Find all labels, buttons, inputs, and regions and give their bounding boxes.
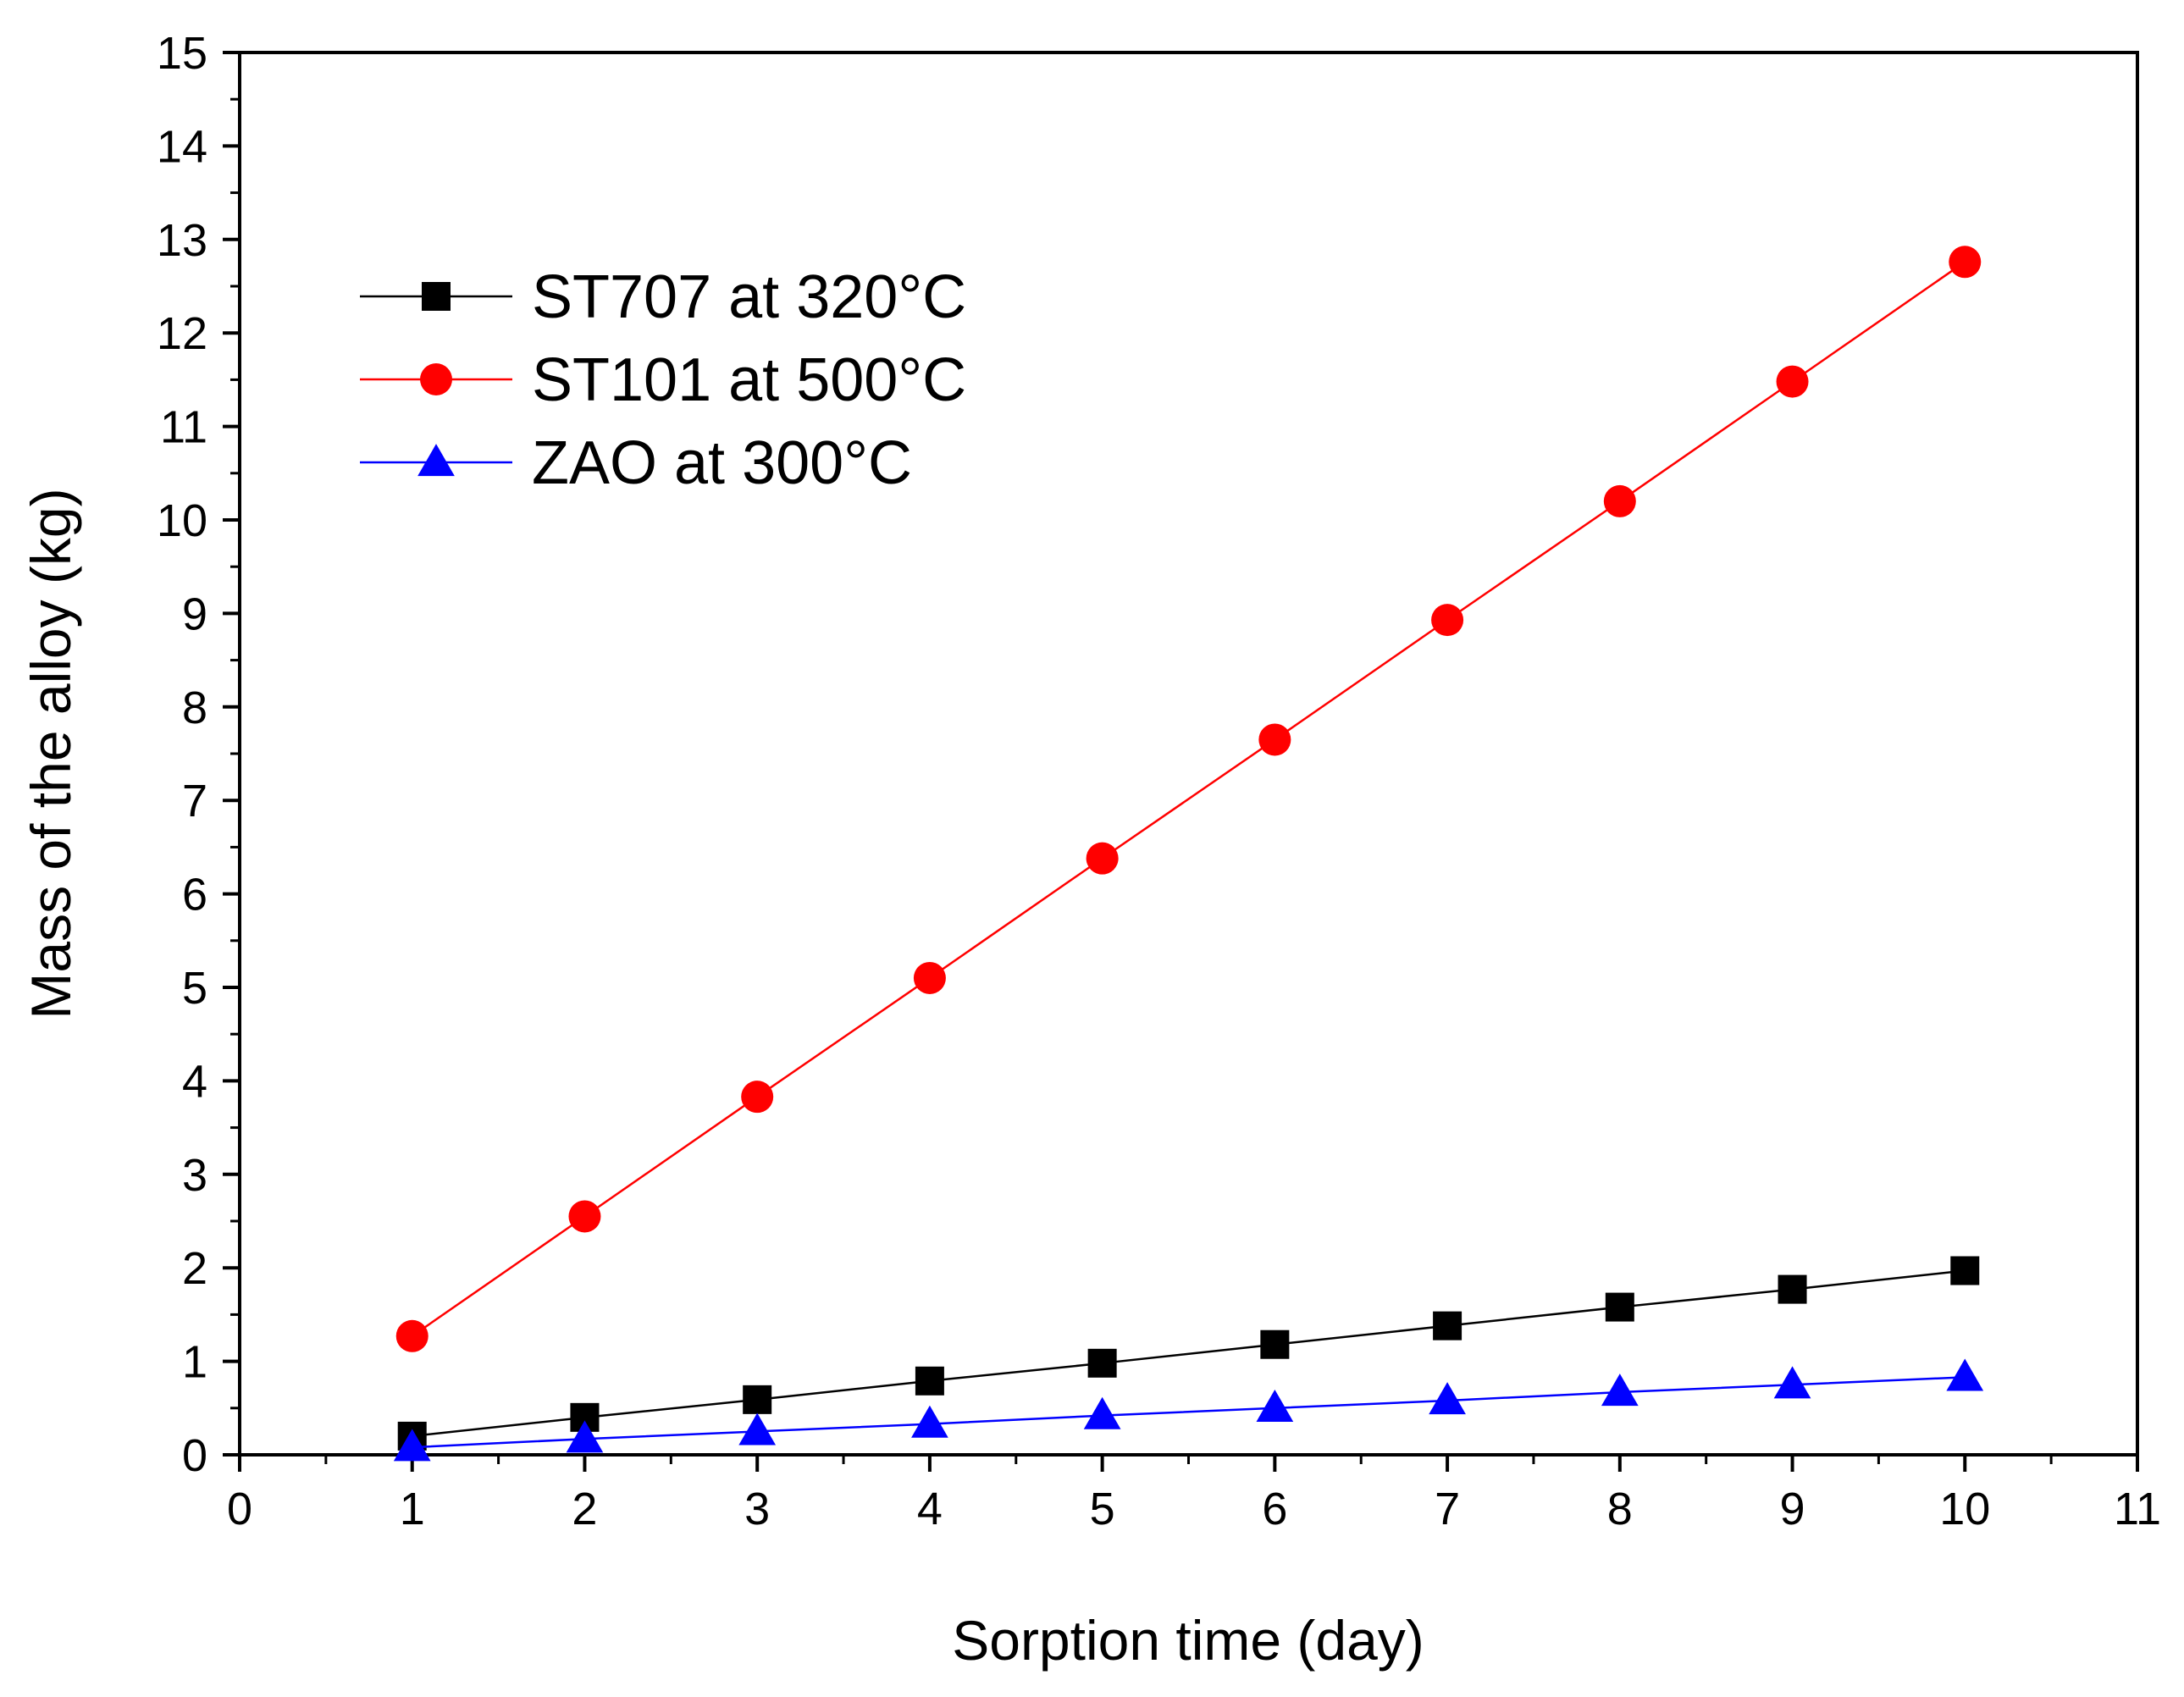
data-point <box>1605 1292 1634 1322</box>
y-axis-title: Mass of the alloy (kg) <box>19 488 82 1019</box>
data-point <box>568 1200 601 1233</box>
legend-label: ST707 at 320°C <box>532 263 966 331</box>
y-tick-label: 5 <box>182 963 207 1014</box>
x-axis-title: Sorption time (day) <box>952 1609 1424 1672</box>
y-tick-label: 9 <box>182 589 207 639</box>
y-tick-label: 3 <box>182 1150 207 1201</box>
series-1 <box>397 1256 1980 1451</box>
data-point <box>1773 1366 1811 1399</box>
data-point <box>913 961 946 994</box>
x-tick-label: 4 <box>917 1484 943 1534</box>
data-point <box>1433 1311 1462 1340</box>
legend-marker <box>422 282 451 311</box>
series-layer <box>393 246 1984 1462</box>
x-tick-label: 10 <box>1939 1484 1990 1534</box>
y-tick-label: 7 <box>182 776 207 826</box>
data-point <box>395 1319 429 1352</box>
data-point <box>1258 723 1291 756</box>
data-point <box>1601 1374 1639 1407</box>
y-tick-label: 10 <box>157 495 207 546</box>
legend-item: ST101 at 500°C <box>360 346 966 414</box>
data-point <box>1778 1274 1807 1304</box>
data-point <box>1083 1396 1121 1429</box>
legend-label: ZAO at 300°C <box>532 429 912 497</box>
x-axis-ticks: 0 1 2 3 4 5 6 7 8 9 10 11 <box>227 1455 2161 1534</box>
series-line <box>412 1376 1966 1449</box>
y-tick-label: 4 <box>182 1056 207 1107</box>
data-point <box>1776 365 1809 398</box>
data-point <box>566 1420 604 1453</box>
y-tick-label: 1 <box>182 1337 207 1388</box>
data-point <box>1603 484 1636 517</box>
x-tick-label: 9 <box>1780 1484 1805 1534</box>
x-tick-label: 0 <box>227 1484 252 1534</box>
x-tick-label: 5 <box>1090 1484 1115 1534</box>
data-point <box>738 1412 777 1445</box>
data-point <box>1429 1382 1466 1415</box>
data-point <box>743 1385 772 1414</box>
y-tick-label: 2 <box>182 1243 207 1294</box>
y-tick-label: 13 <box>157 215 207 266</box>
x-tick-label: 3 <box>744 1484 770 1534</box>
legend-item: ST707 at 320°C <box>360 263 966 331</box>
x-tick-label: 6 <box>1262 1484 1287 1534</box>
data-point <box>1946 1358 1984 1391</box>
data-point <box>741 1081 774 1114</box>
series-line <box>412 261 1966 1337</box>
legend-item: ZAO at 300°C <box>360 429 912 497</box>
y-tick-label: 0 <box>182 1430 207 1481</box>
x-tick-label: 1 <box>400 1484 425 1534</box>
data-point <box>1256 1389 1294 1422</box>
y-tick-label: 12 <box>157 308 207 359</box>
legend-marker <box>417 444 455 477</box>
data-point <box>915 1366 944 1396</box>
data-point <box>1086 842 1119 875</box>
legend: ST707 at 320°C ST101 at 500°C ZAO at 300°C <box>360 263 966 497</box>
x-tick-label: 2 <box>572 1484 597 1534</box>
plot-area <box>238 51 2139 1457</box>
data-point <box>1260 1329 1290 1359</box>
y-tick-label: 14 <box>157 121 207 172</box>
series-line <box>412 1269 1966 1438</box>
series-3 <box>393 1358 1984 1462</box>
data-point <box>1431 604 1464 637</box>
legend-marker <box>420 363 452 395</box>
y-tick-label: 15 <box>157 28 207 79</box>
x-tick-label: 7 <box>1435 1484 1460 1534</box>
data-point <box>1949 246 1982 279</box>
series-2 <box>395 246 1982 1352</box>
data-point <box>1087 1348 1117 1378</box>
legend-label: ST101 at 500°C <box>532 346 966 414</box>
y-tick-label: 8 <box>182 683 207 733</box>
data-point <box>393 1429 431 1462</box>
y-tick-label: 6 <box>182 870 207 920</box>
data-point <box>911 1405 948 1438</box>
x-tick-label: 8 <box>1607 1484 1633 1534</box>
data-point <box>1950 1256 1980 1285</box>
y-tick-label: 11 <box>160 402 207 453</box>
x-tick-label: 11 <box>2114 1484 2161 1534</box>
